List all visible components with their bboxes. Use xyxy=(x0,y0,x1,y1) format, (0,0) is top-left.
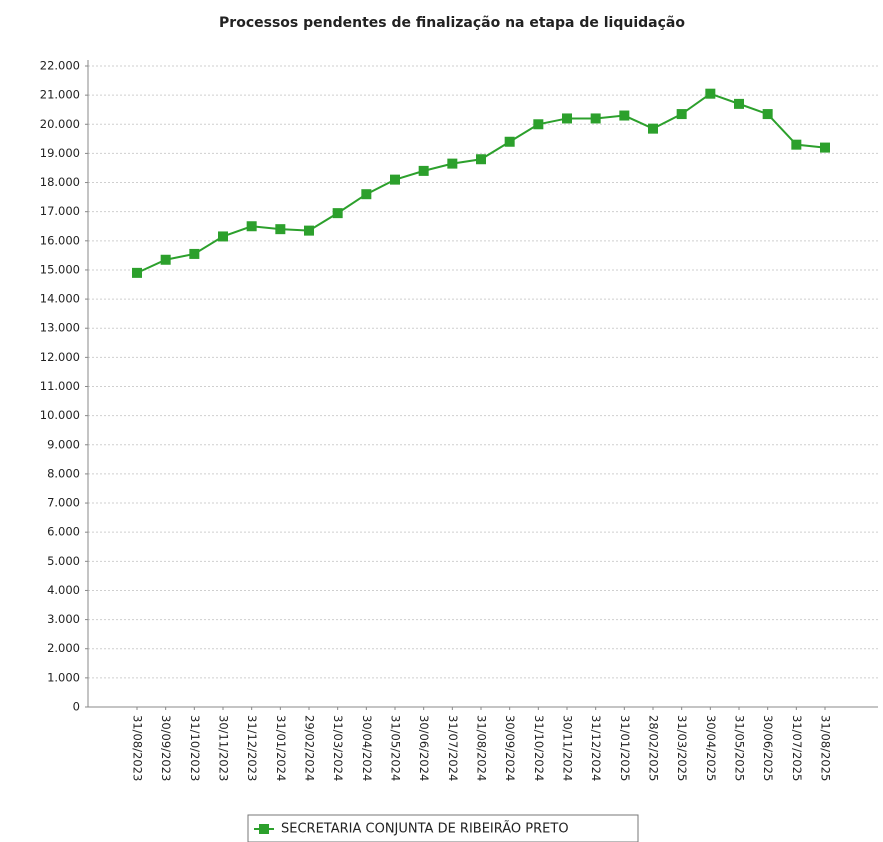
y-tick-label: 9.000 xyxy=(47,437,80,451)
x-tick-label: 30/06/2025 xyxy=(761,715,775,781)
y-tick-label: 17.000 xyxy=(40,204,80,218)
y-tick-label: 20.000 xyxy=(40,117,80,131)
point xyxy=(562,113,572,124)
point xyxy=(160,254,171,265)
y-tick-label: 15.000 xyxy=(40,262,80,276)
point xyxy=(676,109,687,120)
point xyxy=(275,224,286,235)
point xyxy=(791,139,802,150)
x-tick-label: 31/08/2025 xyxy=(819,715,833,781)
point xyxy=(533,119,544,130)
point xyxy=(189,248,200,259)
point xyxy=(418,165,429,176)
point xyxy=(476,154,486,165)
point xyxy=(332,208,343,219)
y-tick-label: 12.000 xyxy=(40,350,80,364)
x-tick-label: 30/09/2024 xyxy=(503,715,517,781)
point xyxy=(218,231,228,242)
legend-box xyxy=(247,814,639,842)
x-tick-label: 31/07/2024 xyxy=(446,715,460,781)
point xyxy=(619,110,630,121)
x-tick-label: 30/09/2023 xyxy=(159,715,173,781)
y-tick-label: 21.000 xyxy=(40,88,80,102)
point xyxy=(304,225,314,236)
x-tick-label: 31/05/2024 xyxy=(389,715,403,781)
y-tick-label: 18.000 xyxy=(40,175,80,189)
point xyxy=(734,98,744,109)
y-tick-label: 2.000 xyxy=(47,641,80,655)
legend-marker xyxy=(259,824,269,834)
x-tick-label: 31/03/2025 xyxy=(675,715,689,781)
y-tick-label: 14.000 xyxy=(40,292,80,306)
x-tick-label: 31/08/2023 xyxy=(131,715,145,781)
point xyxy=(590,113,601,124)
point xyxy=(361,189,372,200)
x-tick-label: 31/08/2024 xyxy=(475,715,489,781)
y-tick-label: 4.000 xyxy=(47,583,80,597)
x-tick-label: 31/03/2024 xyxy=(331,715,345,781)
y-tick-label: 7.000 xyxy=(47,496,80,510)
chart-title: Processos pendentes de finalização na et… xyxy=(219,15,685,31)
point xyxy=(762,109,773,120)
x-tick-label: 31/01/2025 xyxy=(618,715,632,781)
y-tick-label: 11.000 xyxy=(40,379,80,393)
x-tick-label: 31/01/2024 xyxy=(274,715,288,781)
point xyxy=(705,88,716,99)
y-tick-label: 22.000 xyxy=(40,59,80,73)
y-tick-label: 19.000 xyxy=(40,146,80,160)
series-line xyxy=(136,92,826,274)
y-tick-label: 16.000 xyxy=(40,233,80,247)
point xyxy=(648,123,658,134)
y-tick-label: 1.000 xyxy=(47,670,80,684)
y-tick-label: 13.000 xyxy=(40,321,80,335)
x-tick-label: 30/04/2025 xyxy=(704,715,718,781)
x-tick-label: 31/10/2024 xyxy=(532,715,546,781)
x-tick-label: 30/11/2023 xyxy=(217,715,231,781)
x-tick-label: 30/06/2024 xyxy=(417,715,431,781)
point xyxy=(390,174,400,185)
x-tick-label: 31/07/2025 xyxy=(790,715,804,781)
x-tick-label: 30/04/2024 xyxy=(360,715,374,781)
x-tick-label: 31/12/2023 xyxy=(245,715,259,781)
x-tick-label: 30/11/2024 xyxy=(561,715,575,781)
y-tick-label: 5.000 xyxy=(47,554,80,568)
y-tick-label: 8.000 xyxy=(47,466,80,480)
x-tick-label: 28/02/2025 xyxy=(647,715,661,781)
y-tick-label: 6.000 xyxy=(47,525,80,539)
x-tick-label: 31/10/2023 xyxy=(188,715,202,781)
point xyxy=(447,158,458,169)
y-tick-label: 3.000 xyxy=(47,612,80,626)
x-tick-label: 31/12/2024 xyxy=(589,715,603,781)
point xyxy=(132,267,142,278)
y-tick-label: 0 xyxy=(73,700,80,714)
point xyxy=(246,221,257,232)
point xyxy=(820,142,830,153)
x-tick-label: 31/05/2025 xyxy=(733,715,747,781)
legend-label: SECRETARIA CONJUNTA DE RIBEIRÃO PRETO xyxy=(281,821,569,837)
y-tick-label: 10.000 xyxy=(40,408,80,422)
point xyxy=(504,136,515,147)
x-tick-label: 29/02/2024 xyxy=(303,715,317,781)
